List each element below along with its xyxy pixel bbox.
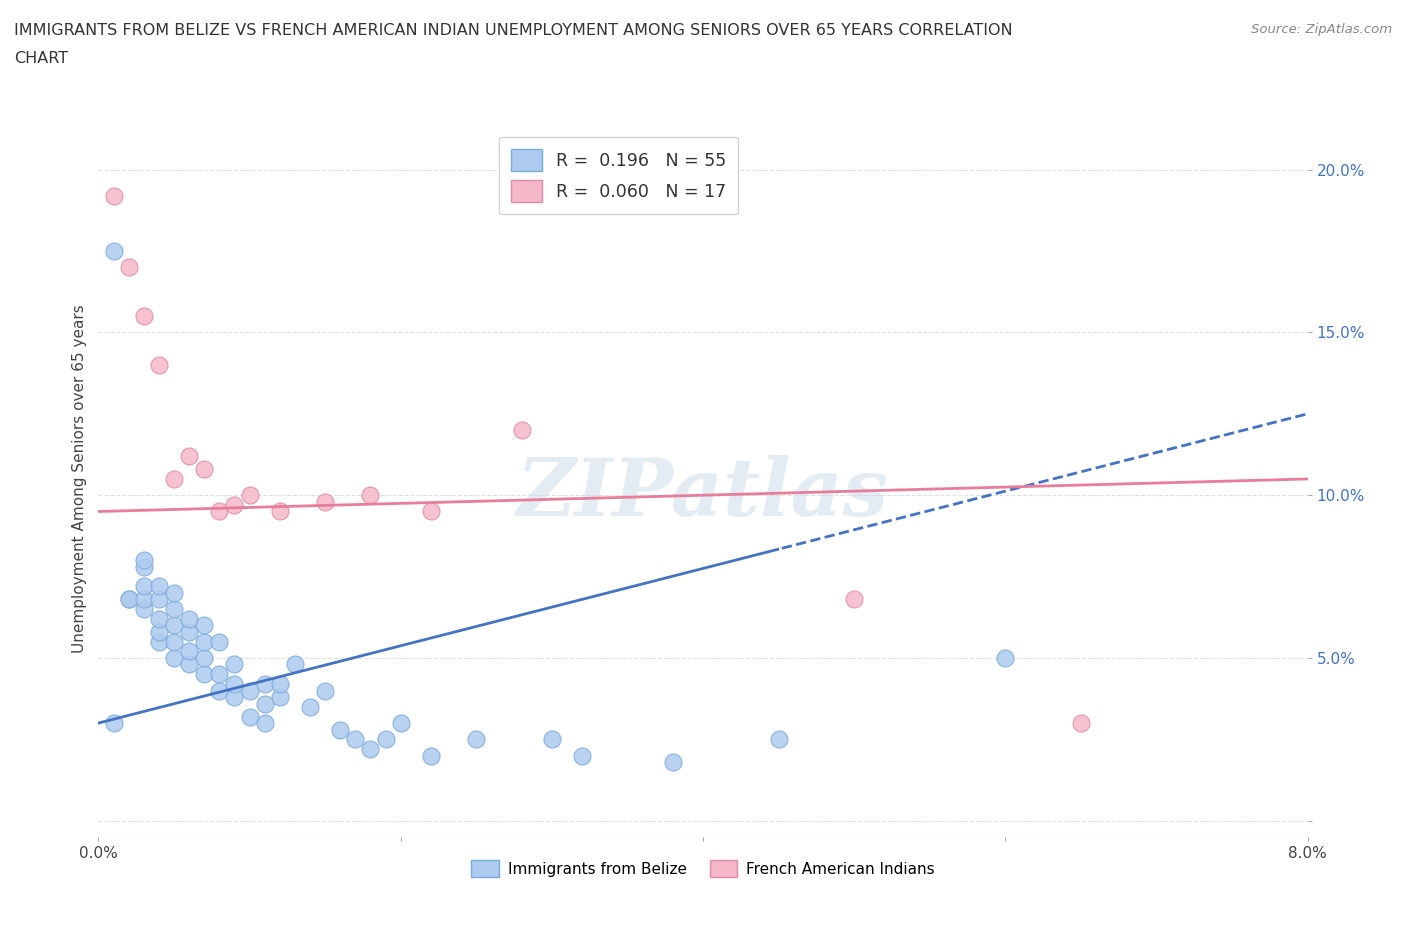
Point: [163, 651, 186, 666]
Point: [132, 602, 155, 617]
Point: [540, 732, 562, 747]
Point: [148, 612, 170, 627]
Point: [148, 578, 170, 594]
Point: [193, 618, 215, 633]
Point: [179, 449, 201, 464]
Point: [179, 644, 201, 658]
Point: [299, 699, 322, 714]
Point: [179, 625, 201, 640]
Point: [132, 309, 155, 324]
Point: [224, 498, 246, 512]
Point: [224, 677, 246, 692]
Point: [208, 504, 231, 519]
Point: [148, 592, 170, 607]
Point: [329, 722, 352, 737]
Point: [132, 559, 155, 574]
Point: [374, 732, 396, 747]
Point: [163, 586, 186, 601]
Point: [208, 667, 231, 682]
Point: [208, 634, 231, 649]
Point: [132, 578, 155, 594]
Point: [163, 618, 186, 633]
Point: [344, 732, 367, 747]
Point: [314, 683, 336, 698]
Point: [269, 690, 291, 705]
Point: [269, 504, 291, 519]
Point: [661, 755, 683, 770]
Point: [239, 487, 262, 502]
Legend: Immigrants from Belize, French American Indians: Immigrants from Belize, French American …: [465, 854, 941, 883]
Point: [193, 634, 215, 649]
Point: [118, 592, 141, 607]
Point: [148, 634, 170, 649]
Point: [420, 504, 443, 519]
Y-axis label: Unemployment Among Seniors over 65 years: Unemployment Among Seniors over 65 years: [72, 305, 87, 653]
Point: [269, 677, 291, 692]
Point: [768, 732, 790, 747]
Point: [163, 634, 186, 649]
Point: [389, 716, 412, 731]
Text: CHART: CHART: [14, 51, 67, 66]
Point: [239, 710, 262, 724]
Point: [103, 244, 125, 259]
Point: [193, 651, 215, 666]
Point: [148, 357, 170, 372]
Point: [253, 677, 276, 692]
Point: [179, 612, 201, 627]
Point: [360, 487, 382, 502]
Point: [239, 683, 262, 698]
Point: [132, 592, 155, 607]
Point: [193, 462, 215, 477]
Point: [132, 552, 155, 567]
Point: [571, 748, 593, 763]
Point: [253, 716, 276, 731]
Point: [193, 667, 215, 682]
Text: IMMIGRANTS FROM BELIZE VS FRENCH AMERICAN INDIAN UNEMPLOYMENT AMONG SENIORS OVER: IMMIGRANTS FROM BELIZE VS FRENCH AMERICA…: [14, 23, 1012, 38]
Point: [284, 657, 307, 671]
Point: [465, 732, 488, 747]
Point: [224, 690, 246, 705]
Point: [163, 472, 186, 486]
Point: [510, 422, 533, 438]
Point: [103, 188, 125, 204]
Point: [163, 602, 186, 617]
Point: [118, 592, 141, 607]
Text: Source: ZipAtlas.com: Source: ZipAtlas.com: [1251, 23, 1392, 36]
Point: [1070, 716, 1092, 731]
Point: [420, 748, 443, 763]
Point: [148, 625, 170, 640]
Point: [314, 495, 336, 510]
Point: [208, 683, 231, 698]
Point: [360, 742, 382, 757]
Point: [994, 651, 1017, 666]
Point: [253, 696, 276, 711]
Point: [118, 259, 141, 274]
Text: ZIPatlas: ZIPatlas: [517, 455, 889, 532]
Point: [844, 592, 866, 607]
Point: [224, 657, 246, 671]
Point: [103, 716, 125, 731]
Point: [179, 657, 201, 671]
